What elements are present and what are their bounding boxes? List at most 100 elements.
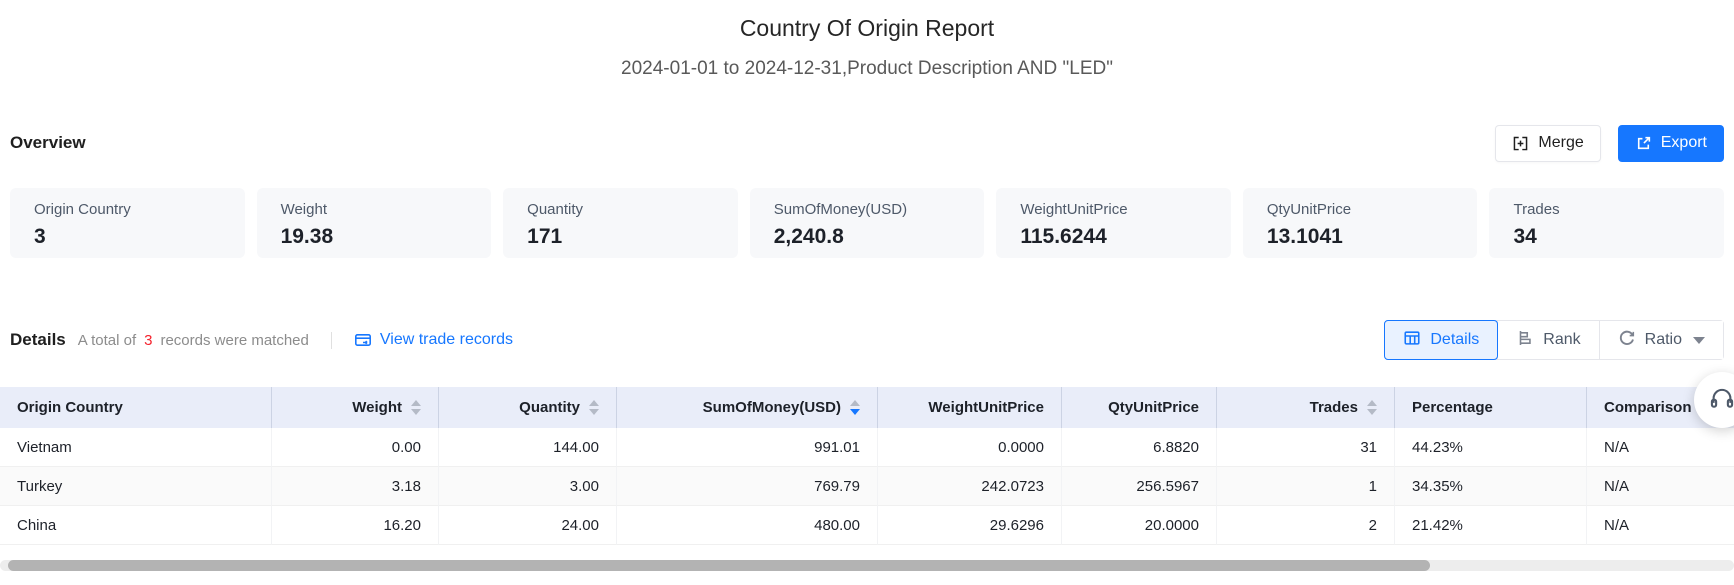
report-subtitle: 2024-01-01 to 2024-12-31,Product Descrip… [621, 58, 1113, 79]
column-header-trades[interactable]: Trades [1217, 387, 1395, 428]
column-label: Origin Country [17, 399, 123, 416]
cell-trades: 1 [1217, 467, 1395, 506]
export-button-label: Export [1660, 134, 1707, 151]
cell-weight: 16.20 [272, 506, 439, 545]
overview-bar: Overview Merge Export [10, 120, 1724, 166]
cell-percentage: 44.23% [1395, 428, 1587, 467]
column-header-weight[interactable]: Weight [272, 387, 439, 428]
summary-prefix: A total of [77, 331, 137, 349]
card-label: Trades [1513, 201, 1560, 218]
cell-sum-of-money: 769.79 [617, 467, 878, 506]
table-header-row: Origin Country Weight Quantity SumOfMone… [0, 387, 1734, 428]
column-header-qty-unit-price: QtyUnitPrice [1062, 387, 1217, 428]
column-label: Quantity [519, 399, 580, 416]
card-weight-unit-price: WeightUnitPrice 115.6244 [996, 188, 1231, 258]
cell-sum-of-money: 480.00 [617, 506, 878, 545]
column-label: Comparison [1604, 399, 1692, 416]
sync-circle-icon [1618, 329, 1636, 352]
column-label: Weight [352, 399, 402, 416]
card-weight: Weight 19.38 [256, 188, 492, 258]
customer-service-button[interactable] [1694, 372, 1734, 428]
export-icon [1635, 135, 1652, 152]
card-value: 171 [527, 225, 563, 248]
column-header-quantity[interactable]: Quantity [439, 387, 617, 428]
cell-weight: 0.00 [272, 428, 439, 467]
cell-sum-of-money: 991.01 [617, 428, 878, 467]
column-label: SumOfMoney(USD) [702, 399, 841, 416]
cell-weight: 3.18 [272, 467, 439, 506]
page-title: Country Of Origin Report [739, 15, 995, 41]
cell-origin-country: Turkey [0, 467, 272, 506]
tab-rank-label: Rank [1543, 331, 1581, 348]
column-header-weight-unit-price: WeightUnitPrice [878, 387, 1062, 428]
cell-comparison: N/A [1587, 428, 1734, 467]
details-heading: Details [10, 330, 66, 349]
card-label: WeightUnitPrice [1020, 201, 1128, 218]
tab-details[interactable]: Details [1384, 320, 1499, 360]
card-quantity: Quantity 171 [503, 188, 738, 258]
cell-qty-unit-price: 20.0000 [1062, 506, 1217, 545]
export-button[interactable]: Export [1617, 124, 1724, 162]
card-qty-unit-price: QtyUnitPrice 13.1041 [1242, 188, 1478, 258]
horizontal-scrollbar-thumb[interactable] [8, 560, 1430, 571]
table-grid-icon [1403, 329, 1421, 352]
cell-origin-country: China [0, 506, 272, 545]
toolbar: Merge Export [1495, 124, 1724, 162]
table-row-turkey: Turkey 3.18 3.00 769.79 242.0723 256.596… [0, 467, 1734, 506]
records-summary: A total of 3 records were matched [78, 332, 309, 349]
card-value: 19.38 [280, 225, 334, 248]
card-value: 2,240.8 [773, 225, 844, 248]
cell-trades: 2 [1217, 506, 1395, 545]
card-label: Quantity [527, 201, 584, 218]
column-label: Percentage [1412, 399, 1493, 416]
view-trade-records-label: View trade records [379, 331, 513, 348]
cell-weight-unit-price: 0.0000 [878, 428, 1062, 467]
card-value: 34 [1513, 225, 1537, 248]
cell-comparison: N/A [1587, 467, 1734, 506]
column-header-sum-of-money[interactable]: SumOfMoney(USD) [617, 387, 878, 428]
records-count: 3 [144, 331, 153, 349]
sort-control[interactable] [411, 400, 421, 415]
table-row-china: China 16.20 24.00 480.00 29.6296 20.0000… [0, 506, 1734, 545]
cell-origin-country: Vietnam [0, 428, 272, 467]
card-label: Origin Country [34, 201, 131, 218]
card-label: Weight [280, 201, 327, 218]
merge-cells-icon [1512, 135, 1529, 152]
sort-control[interactable] [1367, 400, 1377, 415]
cell-quantity: 144.00 [439, 428, 617, 467]
card-origin-country: Origin Country 3 [10, 188, 245, 258]
sort-control-active-desc[interactable] [850, 400, 860, 415]
headset-icon [1708, 384, 1734, 417]
card-value: 3 [34, 225, 46, 248]
horizontal-scrollbar-track[interactable] [0, 560, 1734, 571]
tab-rank[interactable]: Rank [1497, 321, 1599, 359]
card-value: 13.1041 [1266, 225, 1343, 248]
sort-control[interactable] [589, 400, 599, 415]
cell-quantity: 24.00 [439, 506, 617, 545]
overview-heading: Overview [10, 133, 86, 152]
view-trade-records-link[interactable]: View trade records [354, 331, 513, 349]
column-label: Trades [1309, 399, 1358, 416]
column-label: QtyUnitPrice [1108, 399, 1199, 416]
cell-percentage: 21.42% [1395, 506, 1587, 545]
cell-comparison: N/A [1587, 506, 1734, 545]
card-trades: Trades 34 [1489, 188, 1725, 258]
summary-suffix: records were matched [160, 331, 309, 349]
merge-button-label: Merge [1538, 134, 1584, 151]
rank-bars-icon [1516, 329, 1534, 352]
chevron-down-icon [1693, 336, 1705, 344]
card-label: SumOfMoney(USD) [773, 201, 908, 218]
table-row-vietnam: Vietnam 0.00 144.00 991.01 0.0000 6.8820… [0, 428, 1734, 467]
details-bar: Details A total of 3 records were matche… [10, 320, 1724, 360]
column-header-percentage: Percentage [1395, 387, 1587, 428]
card-sum-of-money: SumOfMoney(USD) 2,240.8 [749, 188, 985, 258]
tab-ratio-label: Ratio [1644, 331, 1682, 348]
tab-ratio[interactable]: Ratio [1598, 321, 1723, 359]
card-value: 115.6244 [1020, 225, 1107, 248]
merge-button[interactable]: Merge [1495, 124, 1601, 162]
trade-card-icon [354, 331, 372, 349]
card-label: QtyUnitPrice [1266, 201, 1352, 218]
cell-trades: 31 [1217, 428, 1395, 467]
column-label: WeightUnitPrice [928, 399, 1044, 416]
tab-details-label: Details [1430, 331, 1480, 348]
